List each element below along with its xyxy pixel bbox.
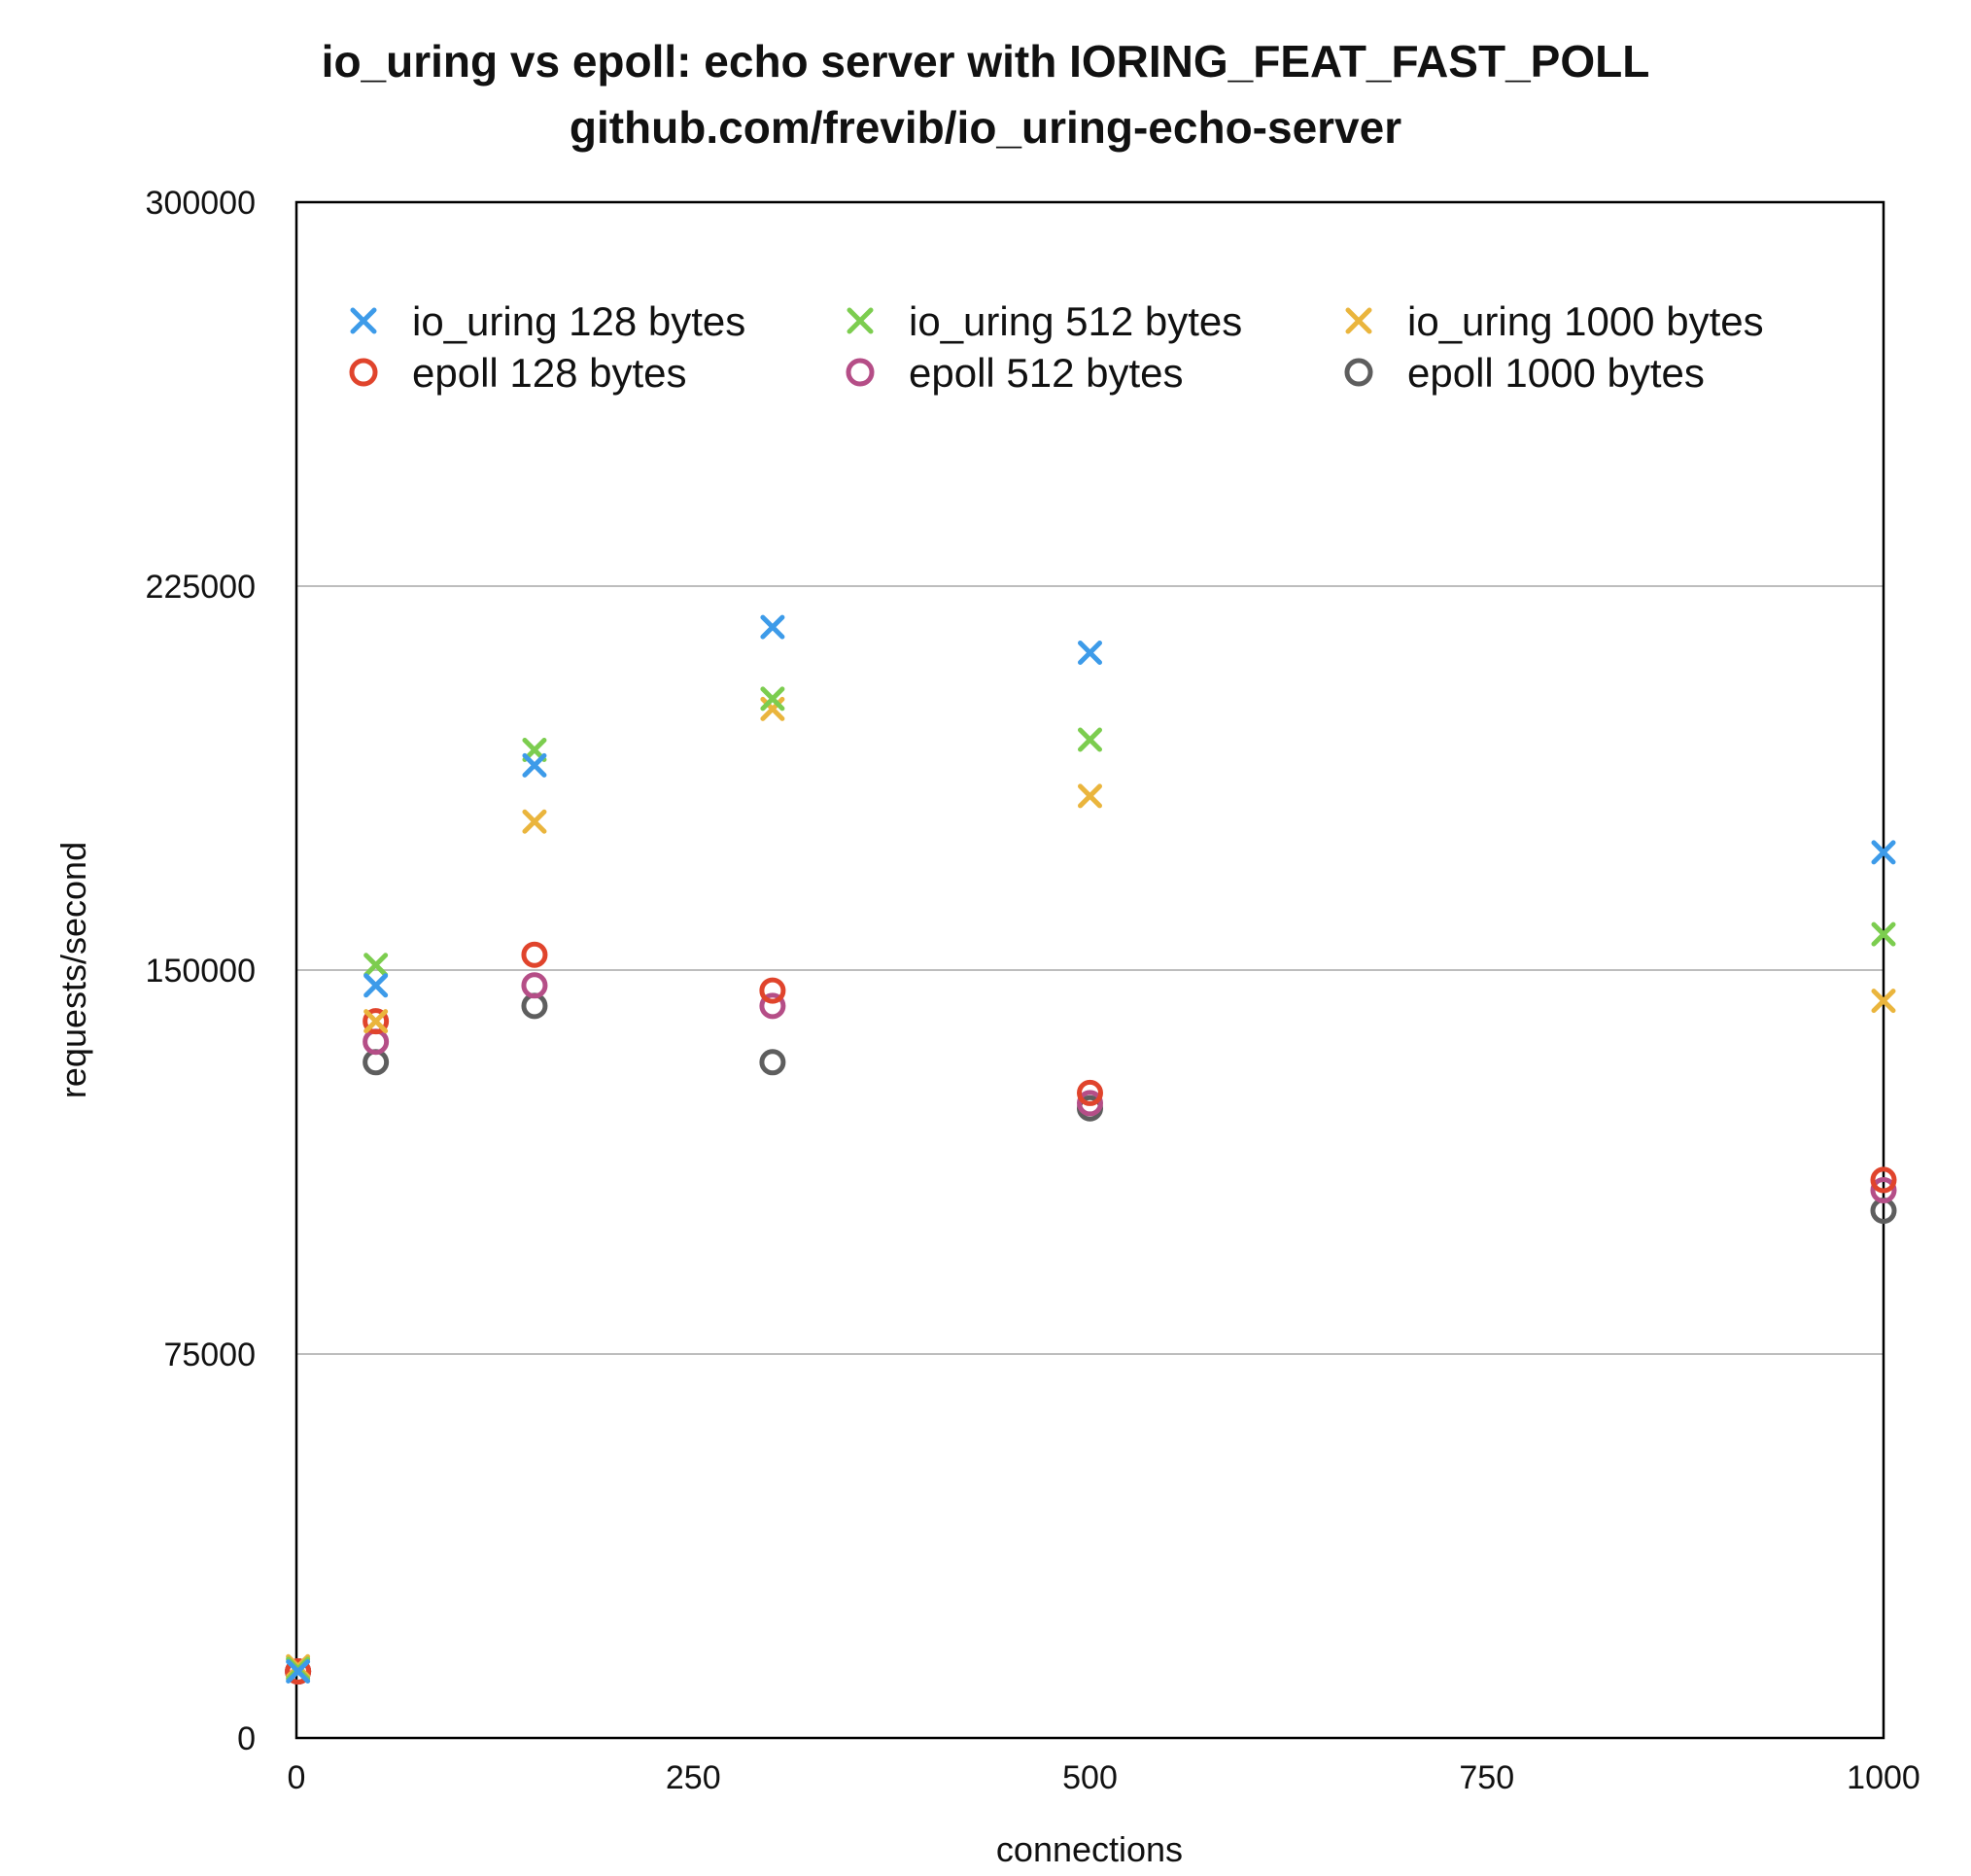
legend-item: epoll 128 bytes: [349, 350, 687, 396]
data-point: [1871, 921, 1896, 947]
legend-label: io_uring 1000 bytes: [1407, 298, 1764, 344]
data-point: [363, 973, 389, 998]
legend-item: epoll 1000 bytes: [1344, 350, 1705, 396]
data-point: [1078, 783, 1102, 809]
data-point: [1078, 640, 1102, 665]
data-point: [522, 752, 547, 778]
legend-marker: [350, 307, 377, 334]
data-point: [1077, 1079, 1103, 1106]
data-point: [759, 1049, 786, 1076]
y-tick-label: 75000: [163, 1337, 256, 1373]
legend: io_uring 128 bytes io_uring 512 bytes io_u…: [349, 298, 1764, 396]
legend-item: io_uring 128 bytes: [350, 298, 745, 344]
y-tick-label: 0: [237, 1720, 256, 1757]
y-tick-label: 225000: [146, 569, 256, 606]
grid-lines: [296, 585, 1884, 1355]
legend-marker: [846, 358, 875, 387]
data-point: [760, 686, 785, 712]
x-axis-label: connections: [996, 1829, 1183, 1869]
data-point: [363, 1008, 390, 1035]
data-point: [522, 809, 547, 834]
data-point: [1871, 989, 1896, 1014]
data-points: [285, 614, 1897, 1685]
data-point: [759, 992, 786, 1020]
chart-title: io_uring vs epoll: echo server with IORI…: [321, 36, 1650, 87]
x-tick-label: 500: [1062, 1759, 1118, 1796]
x-tick-label: 750: [1459, 1759, 1514, 1796]
chart-subtitle: github.com/frevib/io_uring-echo-server: [569, 102, 1402, 153]
legend-label: io_uring 512 bytes: [909, 298, 1242, 344]
data-point: [285, 1658, 312, 1685]
x-tick-label: 0: [288, 1759, 306, 1796]
y-tick-label: 300000: [146, 185, 256, 222]
legend-label: epoll 1000 bytes: [1407, 350, 1705, 396]
legend-label: epoll 128 bytes: [412, 350, 687, 396]
legend-item: io_uring 1000 bytes: [1345, 298, 1764, 344]
legend-marker: [847, 307, 874, 334]
data-point: [1871, 840, 1896, 865]
axis-ticks: 0 75000 150000 225000 300000 0 250 500 750 1000: [146, 185, 1920, 1796]
data-point: [286, 1659, 311, 1685]
legend-label: epoll 512 bytes: [909, 350, 1184, 396]
y-tick-label: 150000: [146, 953, 256, 990]
data-point: [760, 614, 785, 640]
data-point: [363, 953, 389, 978]
y-axis-label: requests/second: [53, 842, 93, 1098]
data-point: [363, 1009, 389, 1034]
data-point: [1078, 727, 1102, 752]
legend-marker: [349, 358, 378, 387]
data-point: [521, 972, 548, 999]
data-point: [1077, 1090, 1103, 1117]
data-point: [759, 977, 786, 1004]
data-point: [521, 941, 548, 968]
legend-item: io_uring 512 bytes: [847, 298, 1242, 344]
legend-item: epoll 512 bytes: [846, 350, 1184, 396]
legend-marker: [1345, 307, 1372, 334]
data-point: [1870, 1176, 1897, 1203]
legend-label: io_uring 128 bytes: [412, 298, 745, 344]
plot-area-frame: [294, 200, 1885, 1740]
x-tick-label: 250: [666, 1759, 721, 1796]
x-tick-label: 1000: [1847, 1759, 1920, 1796]
legend-marker: [1344, 358, 1373, 387]
data-point: [1870, 1166, 1897, 1194]
